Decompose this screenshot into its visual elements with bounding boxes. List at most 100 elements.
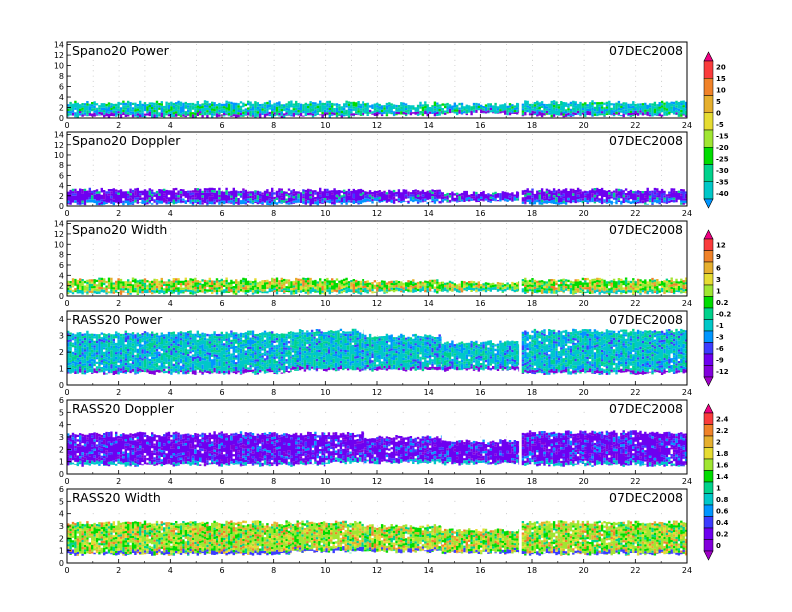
colorbar-label: 2.4 xyxy=(716,415,729,423)
panel-title: Spano20 Doppler xyxy=(72,133,181,148)
panel-title: RASS20 Width xyxy=(72,490,161,505)
x-tick-label: 8 xyxy=(271,121,276,130)
heatmap-cells xyxy=(67,100,687,118)
x-tick-label: 24 xyxy=(682,566,692,575)
heatmap-cells xyxy=(67,277,687,295)
colorbar-swatch xyxy=(703,412,714,425)
x-tick-label: 18 xyxy=(527,477,537,486)
colorbar-swatch xyxy=(703,181,714,200)
colorbar-label: 12 xyxy=(716,241,726,249)
x-tick-label: 18 xyxy=(527,566,537,575)
x-tick-label: 8 xyxy=(271,477,276,486)
heatmap-cells xyxy=(67,328,687,375)
x-tick-label: 20 xyxy=(579,388,589,397)
y-tick-label: 0 xyxy=(59,114,64,123)
x-tick-label: 20 xyxy=(579,121,589,130)
colorbar-swatch xyxy=(703,458,714,471)
x-tick-label: 14 xyxy=(424,388,434,397)
colorbar-label: 0 xyxy=(716,109,721,117)
colorbar-label: 5 xyxy=(716,98,721,106)
x-tick-label: 2 xyxy=(116,566,121,575)
x-tick-label: 14 xyxy=(424,477,434,486)
y-tick-label: 0 xyxy=(59,292,64,301)
y-tick-label: 4 xyxy=(59,315,64,324)
x-tick-label: 14 xyxy=(424,566,434,575)
y-tick-label: 3 xyxy=(59,522,64,531)
y-tick-label: 8 xyxy=(59,161,64,170)
x-tick-label: 16 xyxy=(475,121,485,130)
x-tick-label: 10 xyxy=(320,477,330,486)
colorbar-label: 1.6 xyxy=(716,461,729,469)
x-tick-label: 2 xyxy=(116,477,121,486)
x-tick-label: 2 xyxy=(116,121,121,130)
x-tick-label: 22 xyxy=(630,566,640,575)
colorbar-swatch xyxy=(703,330,714,343)
heatmap-cells xyxy=(69,457,685,467)
colorbar-swatch xyxy=(703,147,714,165)
y-tick-label: 3 xyxy=(59,332,64,341)
colorbar-swatch xyxy=(703,353,714,366)
panel-title: RASS20 Doppler xyxy=(72,401,175,416)
heatmap-cells xyxy=(67,430,687,467)
panel-date: 07DEC2008 xyxy=(609,43,683,58)
x-tick-label: 22 xyxy=(630,299,640,308)
colorbar-label: 0.8 xyxy=(716,496,729,504)
colorbar-swatch xyxy=(703,296,714,309)
colorbar-swatch xyxy=(703,527,714,540)
x-tick-label: 0 xyxy=(64,299,69,308)
colorbar-swatch xyxy=(703,273,714,286)
x-tick-label: 18 xyxy=(527,209,537,218)
colorbar-label: 1.8 xyxy=(716,450,729,458)
y-tick-label: 12 xyxy=(54,230,64,239)
colorbar-label: -12 xyxy=(716,368,729,376)
colorbar-label: -15 xyxy=(716,132,729,140)
panel-date: 07DEC2008 xyxy=(609,133,683,148)
y-tick-label: 5 xyxy=(59,408,64,417)
colorbar-label: 2.2 xyxy=(716,427,729,435)
x-tick-label: 14 xyxy=(424,209,434,218)
colorbar-label: -0.2 xyxy=(716,310,731,318)
y-tick-label: 2 xyxy=(59,445,64,454)
x-tick-label: 16 xyxy=(475,209,485,218)
x-tick-label: 16 xyxy=(475,566,485,575)
x-tick-label: 10 xyxy=(320,209,330,218)
panel-title: Spano20 Width xyxy=(72,222,167,237)
colorbar-swatch xyxy=(703,78,714,96)
colorbar-label: 0.2 xyxy=(716,530,729,538)
x-tick-label: 0 xyxy=(64,566,69,575)
colorbar-label: -3 xyxy=(716,333,724,341)
x-tick-label: 4 xyxy=(168,121,173,130)
y-tick-label: 3 xyxy=(59,433,64,442)
heatmap-cells xyxy=(67,364,687,375)
y-tick-label: 6 xyxy=(59,396,64,405)
heatmap-cells xyxy=(67,329,687,375)
colorbar-label: 1 xyxy=(716,287,721,295)
y-tick-label: 10 xyxy=(54,151,64,160)
colorbar-label: 10 xyxy=(716,86,726,94)
x-tick-label: 0 xyxy=(64,121,69,130)
y-tick-label: 14 xyxy=(54,131,64,140)
heatmap-cells xyxy=(67,187,687,206)
heatmap-cells xyxy=(67,520,687,556)
x-tick-label: 6 xyxy=(219,299,224,308)
colorbar-label: 15 xyxy=(716,75,726,83)
colorbar-swatch xyxy=(703,250,714,263)
heatmap-cells xyxy=(67,100,687,118)
colorbar-swatch xyxy=(703,95,714,113)
colorbar-swatch xyxy=(703,516,714,529)
x-tick-label: 12 xyxy=(372,299,382,308)
x-tick-label: 12 xyxy=(372,477,382,486)
colorbar-3: 2.4 2.2 2 1.8 1.6 1.4 1 0.8 0.6 0.4 0.2 0 xyxy=(703,403,729,561)
colorbar-swatch xyxy=(703,60,714,79)
y-tick-label: 4 xyxy=(59,271,64,280)
y-tick-label: 8 xyxy=(59,72,64,81)
x-tick-label: 20 xyxy=(579,299,589,308)
panel-title: RASS20 Power xyxy=(72,312,163,327)
x-tick-label: 18 xyxy=(527,121,537,130)
colorbar-bottom-arrow xyxy=(703,550,714,561)
x-tick-label: 24 xyxy=(682,477,692,486)
y-tick-label: 4 xyxy=(59,93,64,102)
heatmap-cells xyxy=(67,431,687,467)
